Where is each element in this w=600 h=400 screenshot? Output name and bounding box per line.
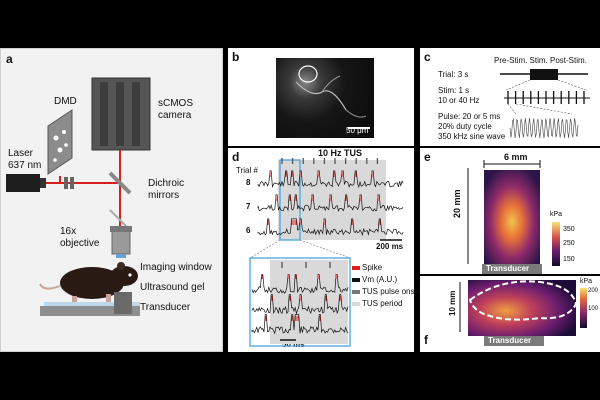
tus-onsets-main bbox=[281, 158, 379, 164]
vm-traces-main bbox=[257, 170, 404, 237]
sine-wave bbox=[509, 117, 579, 139]
cbar-tick-e-350: 350 bbox=[563, 226, 575, 233]
vm-trace bbox=[251, 294, 349, 315]
inset-box bbox=[249, 257, 351, 347]
transducer-block bbox=[114, 292, 132, 314]
legend-vm: Vm (A.U.) bbox=[362, 275, 398, 284]
trial-6-label: 6 bbox=[246, 226, 251, 235]
panel-a-letter: a bbox=[6, 52, 13, 66]
scalebar-50ms: 50 ms bbox=[282, 340, 305, 349]
imaging-window-label: Imaging window bbox=[140, 262, 212, 273]
legend-spike: Spike bbox=[362, 263, 383, 272]
stage-platform bbox=[40, 306, 140, 316]
transducer-bar-f bbox=[484, 336, 544, 346]
dichroic-label-line1: Dichroic bbox=[148, 178, 185, 189]
width-6mm-label: 6 mm bbox=[504, 152, 528, 162]
pressure-field-e bbox=[484, 170, 540, 264]
ultrasound-gel-label: Ultrasound gel bbox=[140, 282, 205, 293]
stim-phases-label: Pre-Stim. Stim. Post-Stim. bbox=[494, 56, 587, 65]
scalebar-b-label: 50 μm bbox=[346, 126, 369, 135]
legend-swatch-period bbox=[352, 302, 360, 306]
transducer-bar-e bbox=[482, 264, 542, 274]
legend-period: TUS period bbox=[362, 299, 403, 308]
vm-trace bbox=[257, 218, 404, 237]
legend-swatch-onsets bbox=[352, 290, 360, 294]
pressure-field-f bbox=[468, 280, 576, 336]
trial-axis-label: Trial # bbox=[236, 166, 258, 175]
pulse-duty-cycle: 20% duty cycle bbox=[438, 122, 492, 131]
dichroic-label-line2: mirrors bbox=[148, 190, 180, 201]
cbar-tick-f-200: 200 bbox=[588, 288, 599, 294]
laser-label-line1: Laser bbox=[8, 148, 34, 159]
pulse-train bbox=[507, 91, 585, 104]
cbar-unit-f: kPa bbox=[580, 278, 593, 285]
panel-f-letter: f bbox=[424, 333, 428, 347]
cbar-tick-e-150: 150 bbox=[563, 256, 575, 263]
panel-d-title: 10 Hz TUS bbox=[318, 148, 363, 158]
scalebar-200ms: 200 ms bbox=[376, 242, 404, 251]
sine-burst bbox=[509, 117, 579, 139]
stim-block bbox=[530, 69, 558, 80]
vm-trace bbox=[251, 274, 349, 294]
stim-frequency: 10 or 40 Hz bbox=[438, 96, 480, 105]
trial-8-label: 8 bbox=[246, 178, 251, 187]
legend-onsets: TUS pulse onsets bbox=[362, 287, 426, 296]
vm-trace bbox=[257, 170, 404, 189]
vm-trace bbox=[257, 194, 404, 212]
colorbar-f bbox=[580, 288, 587, 328]
mouse-illustration bbox=[39, 262, 138, 304]
legend-swatch-spike bbox=[352, 266, 360, 270]
microscopy-image bbox=[276, 58, 374, 138]
vm-trace bbox=[251, 314, 349, 335]
objective-label-line1: 16x bbox=[60, 226, 77, 237]
cbar-tick-f-100: 100 bbox=[588, 306, 599, 312]
transducer-label-a: Transducer bbox=[140, 302, 191, 313]
camera-label-line2: camera bbox=[158, 110, 192, 121]
trial-7-label: 7 bbox=[246, 202, 251, 211]
stim-duration: Stim: 1 s bbox=[438, 86, 470, 95]
dmd-device bbox=[47, 109, 73, 175]
colorbar-e bbox=[552, 222, 560, 266]
panel-b-letter: b bbox=[232, 50, 240, 64]
dmd-label: DMD bbox=[54, 96, 77, 107]
transducer-label-e: Transducer bbox=[486, 264, 530, 273]
gel-layer bbox=[44, 302, 140, 308]
transducer-label-f: Transducer bbox=[488, 336, 532, 345]
trial-duration: Trial: 3 s bbox=[438, 70, 469, 79]
inset-highlight bbox=[279, 159, 301, 241]
tus-onsets-inset bbox=[281, 262, 331, 268]
panel-e-letter: e bbox=[424, 150, 431, 164]
cbar-unit-e: kPa bbox=[550, 211, 563, 218]
laser-device bbox=[6, 174, 40, 192]
laser-label-line2: 637 nm bbox=[8, 160, 42, 171]
skull-outline bbox=[468, 280, 578, 321]
panel-c-letter: c bbox=[424, 50, 431, 64]
roi-circle bbox=[298, 65, 318, 83]
camera-label-line1: sCMOS bbox=[158, 98, 193, 109]
legend-swatch-vm bbox=[352, 278, 360, 282]
vm-traces-inset bbox=[251, 274, 349, 335]
objective-label-line2: objective bbox=[60, 238, 100, 249]
panel-d-letter: d bbox=[232, 150, 240, 164]
pulse-carrier: 350 kHz sine wave bbox=[438, 132, 506, 141]
cbar-tick-e-250: 250 bbox=[563, 240, 575, 247]
pulse-duration: Pulse: 20 or 5 ms bbox=[438, 112, 501, 121]
